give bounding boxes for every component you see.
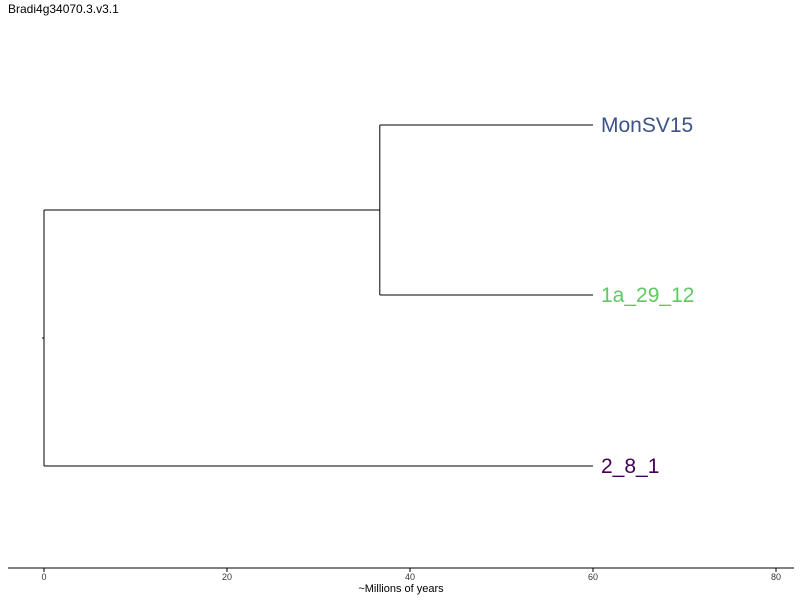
x-tick-label-2: 40: [405, 572, 415, 582]
x-tick-label-0: 0: [41, 572, 46, 582]
tree-tip-labels: MonSV15 1a_29_12 2_8_1: [601, 114, 694, 478]
tip-label-2: 2_8_1: [601, 455, 659, 478]
x-axis-ticks: 0 20 40 60 80: [41, 568, 781, 582]
tip-label-0: MonSV15: [601, 114, 693, 137]
x-tick-label-3: 60: [588, 572, 598, 582]
x-axis: 0 20 40 60 80 ~Millions of years: [8, 567, 794, 595]
x-tick-label-4: 80: [771, 572, 781, 582]
page-title: Bradi4g34070.3.v3.1: [8, 2, 119, 16]
tree-branches: [42, 124, 593, 467]
tip-label-1: 1a_29_12: [601, 284, 694, 307]
x-tick-label-1: 20: [222, 572, 232, 582]
x-axis-title: ~Millions of years: [358, 583, 444, 595]
